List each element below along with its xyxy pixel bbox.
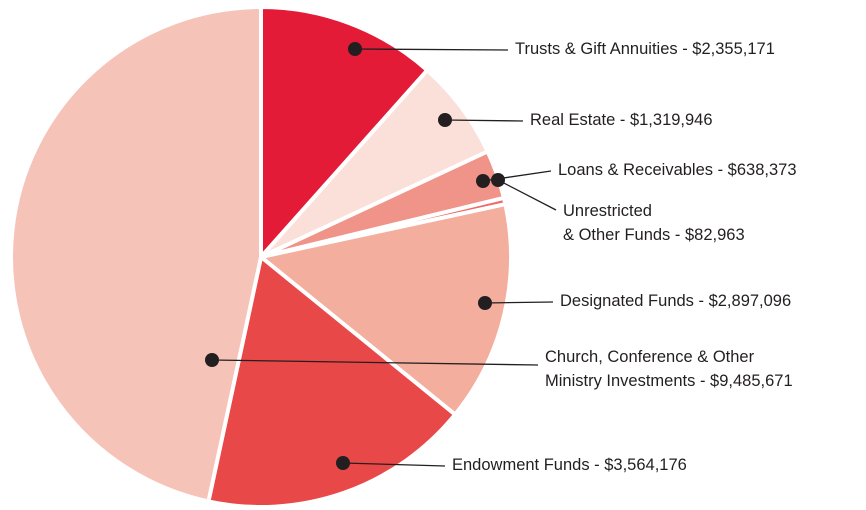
leader-dot bbox=[491, 173, 505, 187]
value-label: $9,485,671 bbox=[705, 372, 792, 390]
leader-dot bbox=[476, 174, 490, 188]
value-label: $2,897,096 bbox=[704, 292, 791, 310]
label-line: Real Estate - bbox=[530, 111, 625, 129]
leader-dot bbox=[438, 113, 452, 127]
pie-slice bbox=[259, 4, 431, 263]
value-label: $638,373 bbox=[723, 161, 796, 179]
label-line: Ministry Investments - bbox=[545, 372, 705, 390]
leader-line bbox=[211, 359, 539, 366]
pie-slice bbox=[256, 201, 513, 418]
value-label: $82,963 bbox=[680, 226, 744, 244]
value-label: $3,564,176 bbox=[600, 456, 687, 474]
slice-label: Church, Conference & Other Ministry Inves… bbox=[545, 348, 793, 390]
slice-label: Unrestricted & Other Funds - $82,963 bbox=[563, 202, 745, 244]
label-line: Designated Funds - bbox=[560, 292, 704, 310]
pie-slice bbox=[9, 4, 263, 504]
leader-line bbox=[497, 179, 557, 211]
slice-label: Trusts & Gift Annuities - $2,355,171 bbox=[515, 40, 775, 58]
leader-line bbox=[444, 119, 524, 122]
pie-slice bbox=[206, 253, 458, 509]
slice-label: Real Estate - $1,319,946 bbox=[530, 111, 713, 129]
leader-dot bbox=[478, 296, 492, 310]
leader-line bbox=[354, 48, 509, 51]
slice-label: Endowment Funds - $3,564,176 bbox=[452, 456, 687, 474]
label-line: & Other Funds - bbox=[563, 226, 680, 244]
value-label: $1,319,946 bbox=[625, 111, 712, 129]
label-line: Unrestricted bbox=[563, 202, 652, 220]
leader-dot bbox=[205, 353, 219, 367]
leader-dot bbox=[348, 42, 362, 56]
label-line: Church, Conference & Other bbox=[545, 348, 755, 366]
leader-line bbox=[484, 301, 554, 304]
label-line: Loans & Receivables - bbox=[558, 161, 723, 179]
slice-label: Loans & Receivables - $638,373 bbox=[558, 161, 797, 179]
leader-dot bbox=[336, 456, 350, 470]
leader-line bbox=[342, 462, 446, 467]
label-line: Trusts & Gift Annuities - bbox=[515, 40, 688, 58]
label-line: Endowment Funds - bbox=[452, 456, 600, 474]
value-label: $2,355,171 bbox=[688, 40, 775, 58]
slice-label: Designated Funds - $2,897,096 bbox=[560, 292, 791, 310]
